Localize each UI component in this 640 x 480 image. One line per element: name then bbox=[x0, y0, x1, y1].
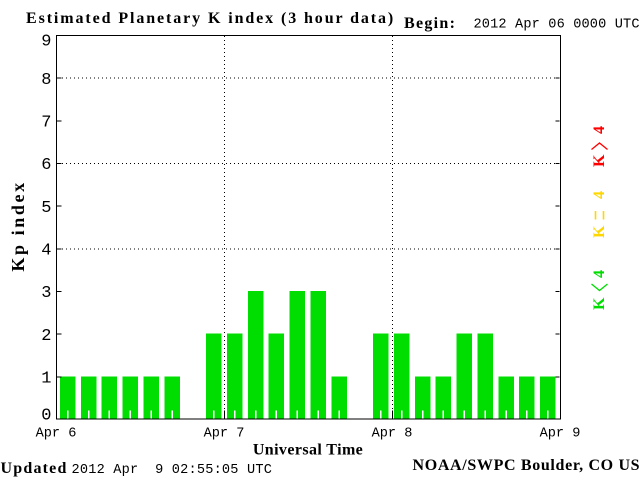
svg-text:1: 1 bbox=[41, 369, 51, 388]
svg-text:4: 4 bbox=[591, 191, 608, 199]
svg-text:Updated: Updated bbox=[1, 460, 68, 477]
svg-text:0: 0 bbox=[41, 407, 51, 426]
svg-text:2012 Apr 9 02:55:05 UTC: 2012 Apr 9 02:55:05 UTC bbox=[72, 463, 273, 478]
svg-text:Universal Time: Universal Time bbox=[253, 442, 363, 459]
svg-text:Begin:: Begin: bbox=[404, 15, 456, 32]
svg-text:2012 Apr 06 0000 UTC: 2012 Apr 06 0000 UTC bbox=[474, 17, 640, 32]
svg-text:K: K bbox=[591, 297, 608, 310]
svg-text:Estimated Planetary K index (3: Estimated Planetary K index (3 hour data… bbox=[26, 10, 395, 27]
svg-text:9: 9 bbox=[41, 33, 51, 52]
svg-text:5: 5 bbox=[41, 199, 51, 218]
svg-text:Apr 7: Apr 7 bbox=[204, 427, 245, 442]
svg-text:4: 4 bbox=[41, 241, 51, 260]
svg-text:4: 4 bbox=[591, 126, 608, 134]
svg-text:8: 8 bbox=[41, 71, 51, 90]
svg-text:7: 7 bbox=[41, 113, 51, 132]
svg-text:6: 6 bbox=[41, 156, 51, 175]
svg-text:4: 4 bbox=[591, 270, 608, 278]
svg-text:2: 2 bbox=[41, 327, 51, 346]
svg-text:K: K bbox=[591, 154, 608, 167]
svg-text:Apr 9: Apr 9 bbox=[540, 427, 581, 442]
svg-text:Kp index: Kp index bbox=[8, 180, 28, 271]
svg-text:K: K bbox=[591, 225, 608, 238]
svg-text:NOAA/SWPC Boulder, CO USA: NOAA/SWPC Boulder, CO USA bbox=[413, 457, 640, 474]
svg-text:Apr 8: Apr 8 bbox=[372, 427, 413, 442]
svg-text:Apr 6: Apr 6 bbox=[36, 427, 77, 442]
svg-text:3: 3 bbox=[41, 284, 51, 303]
